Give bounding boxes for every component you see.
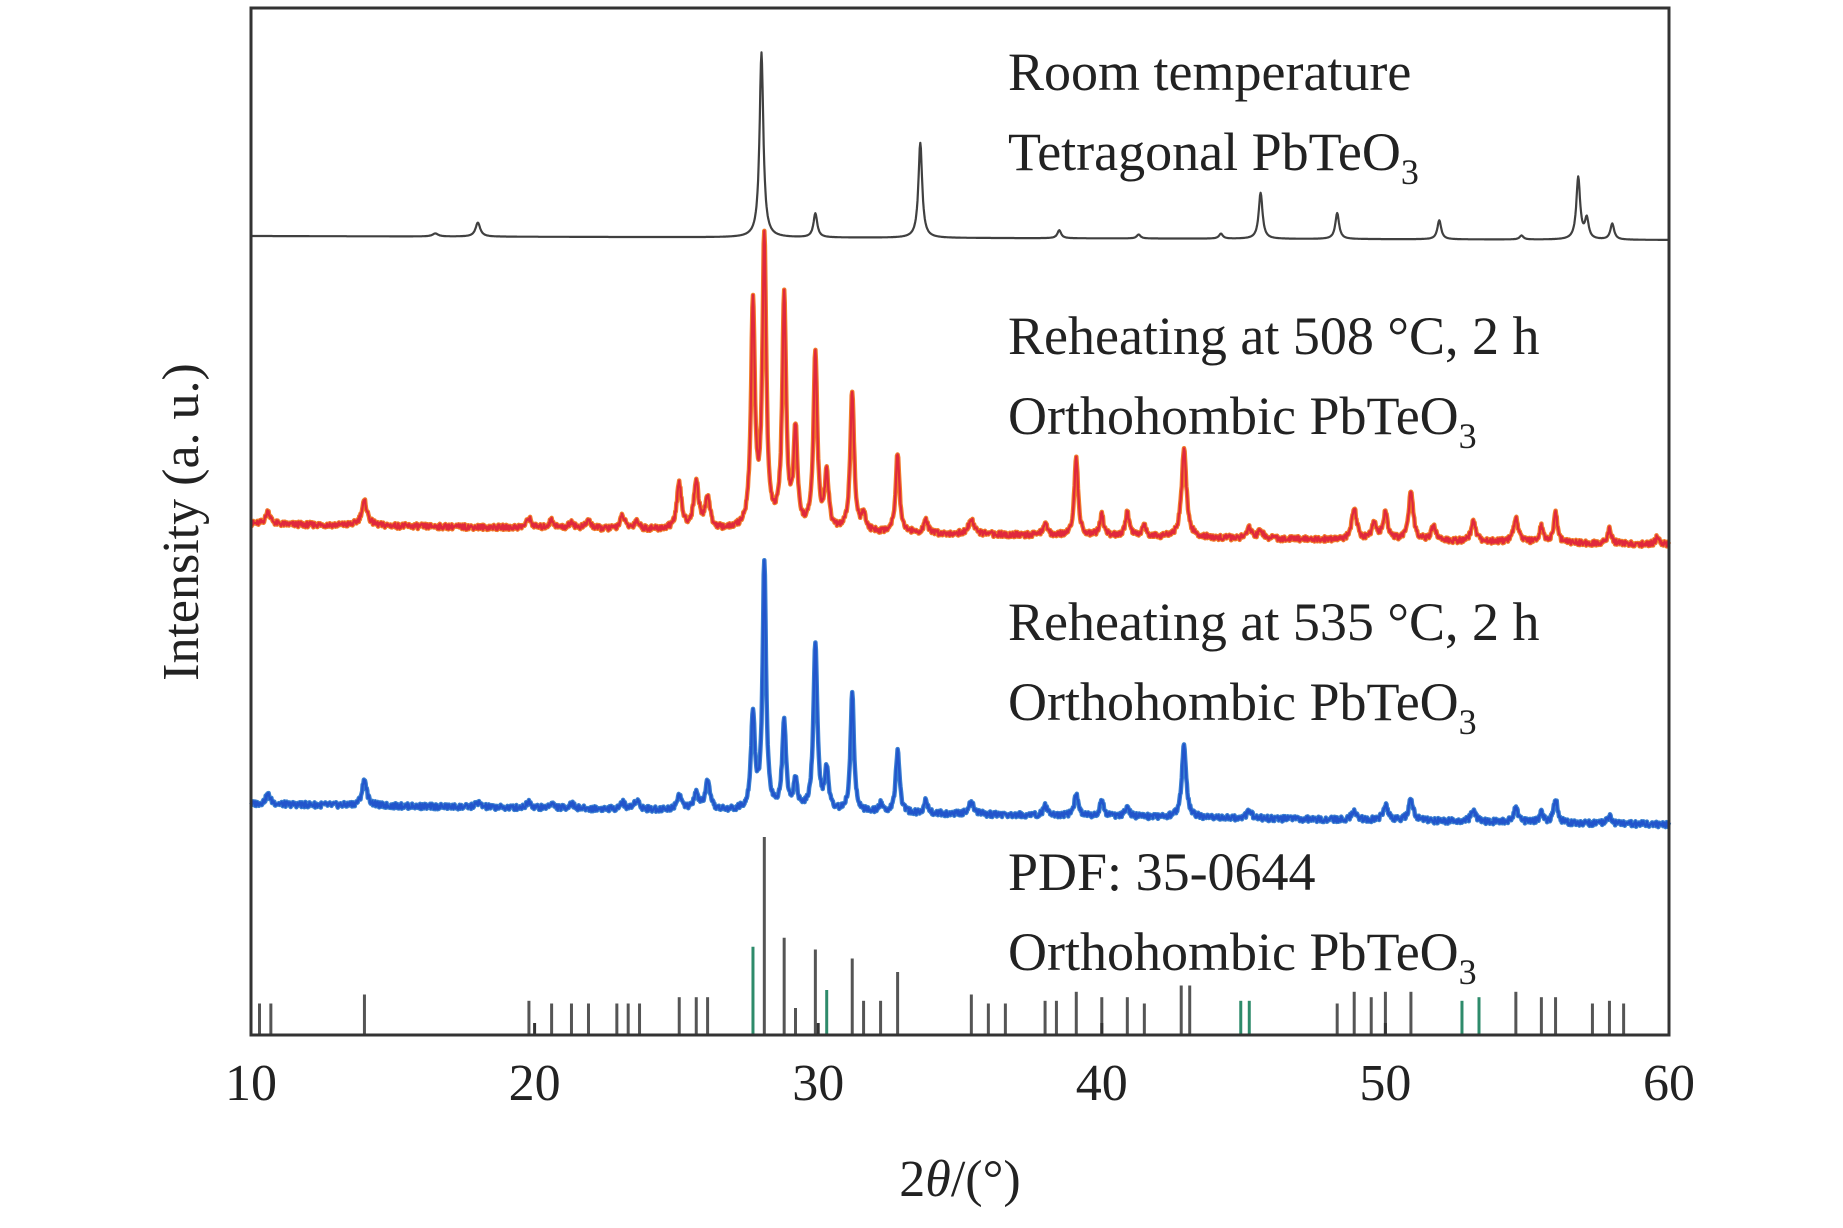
label-t535-line2: Orthohombic PbTeO3	[1008, 672, 1477, 742]
x-axis: 10 20 30 40 50 60	[225, 1023, 1695, 1112]
series-room	[250, 51, 1670, 241]
label-room: Room temperature Tetragonal PbTeO3	[1008, 42, 1419, 192]
x-tick-label: 30	[792, 1055, 844, 1112]
label-t508: Reheating at 508 °C, 2 h Orthohombic PbTe…	[1008, 306, 1540, 456]
x-axis-label: 2θ/(°)	[899, 1151, 1020, 1208]
label-room-line1: Room temperature	[1008, 42, 1411, 102]
label-t508-line2: Orthohombic PbTeO3	[1008, 386, 1477, 456]
label-pdf-line2: Orthohombic PbTeO3	[1008, 922, 1477, 992]
series-labels: Room temperature Tetragonal PbTeO3 Reheati…	[1008, 42, 1540, 992]
series-t508-line	[250, 229, 1671, 548]
x-tick-label: 20	[509, 1055, 561, 1112]
y-axis-label: Intensity (a. u.)	[153, 363, 210, 681]
series-t508	[249, 228, 1672, 549]
label-room-line2: Tetragonal PbTeO3	[1008, 122, 1419, 192]
label-t508-line1: Reheating at 508 °C, 2 h	[1008, 306, 1540, 366]
label-pdf: PDF: 35-0644 Orthohombic PbTeO3	[1008, 842, 1477, 992]
x-tick-label: 60	[1643, 1055, 1695, 1112]
x-tick-label: 10	[225, 1055, 277, 1112]
x-tick-label: 40	[1076, 1055, 1128, 1112]
series-t535-line	[250, 559, 1671, 829]
label-t535: Reheating at 535 °C, 2 h Orthohombic PbTe…	[1008, 592, 1540, 742]
label-t535-line1: Reheating at 535 °C, 2 h	[1008, 592, 1540, 652]
series-t535	[249, 557, 1672, 830]
label-pdf-line1: PDF: 35-0644	[1008, 842, 1316, 902]
plot-frame	[249, 6, 1671, 1037]
plot-area	[249, 51, 1672, 1035]
reference-sticks	[258, 837, 1626, 1035]
x-tick-label: 50	[1359, 1055, 1411, 1112]
series-room-line	[250, 51, 1670, 241]
